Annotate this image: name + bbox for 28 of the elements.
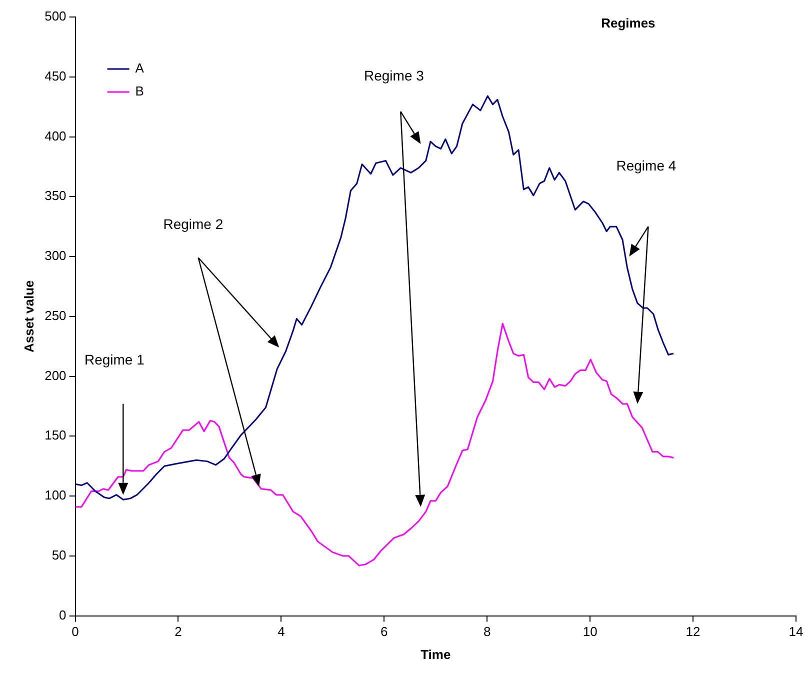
y-tick-label: 400 <box>44 128 66 144</box>
annotation: Regime 3 <box>364 68 424 84</box>
y-tick-label: 350 <box>44 188 66 204</box>
x-tick-label: 14 <box>788 624 804 640</box>
x-tick-label: 2 <box>174 624 182 640</box>
x-tick-label: 12 <box>686 624 700 640</box>
legend-label: A <box>135 60 144 76</box>
x-tick-label: 6 <box>380 624 388 640</box>
x-tick-label: 4 <box>278 624 285 640</box>
y-tick-label: 0 <box>59 607 66 622</box>
y-tick-label: 200 <box>44 368 66 383</box>
x-axis-title: Time <box>420 646 451 662</box>
y-tick-label: 50 <box>52 548 66 562</box>
y-axis-title: Asset value <box>21 280 36 353</box>
y-tick-label: 500 <box>44 8 66 24</box>
annotation: Regime 4 <box>616 158 676 174</box>
y-tick-label: 100 <box>44 488 66 503</box>
annotation: Regime 1 <box>84 352 145 368</box>
chart-title: Regimes <box>601 16 656 31</box>
x-tick-label: 0 <box>72 624 79 640</box>
y-tick-label: 450 <box>44 68 66 84</box>
y-tick-label: 250 <box>44 308 66 323</box>
legend-label: B <box>135 84 144 99</box>
x-tick-label: 10 <box>582 624 598 640</box>
x-tick-label: 8 <box>484 624 491 640</box>
y-tick-label: 300 <box>44 248 66 264</box>
y-tick-label: 150 <box>44 428 66 443</box>
annotation: Regime 2 <box>163 216 224 232</box>
